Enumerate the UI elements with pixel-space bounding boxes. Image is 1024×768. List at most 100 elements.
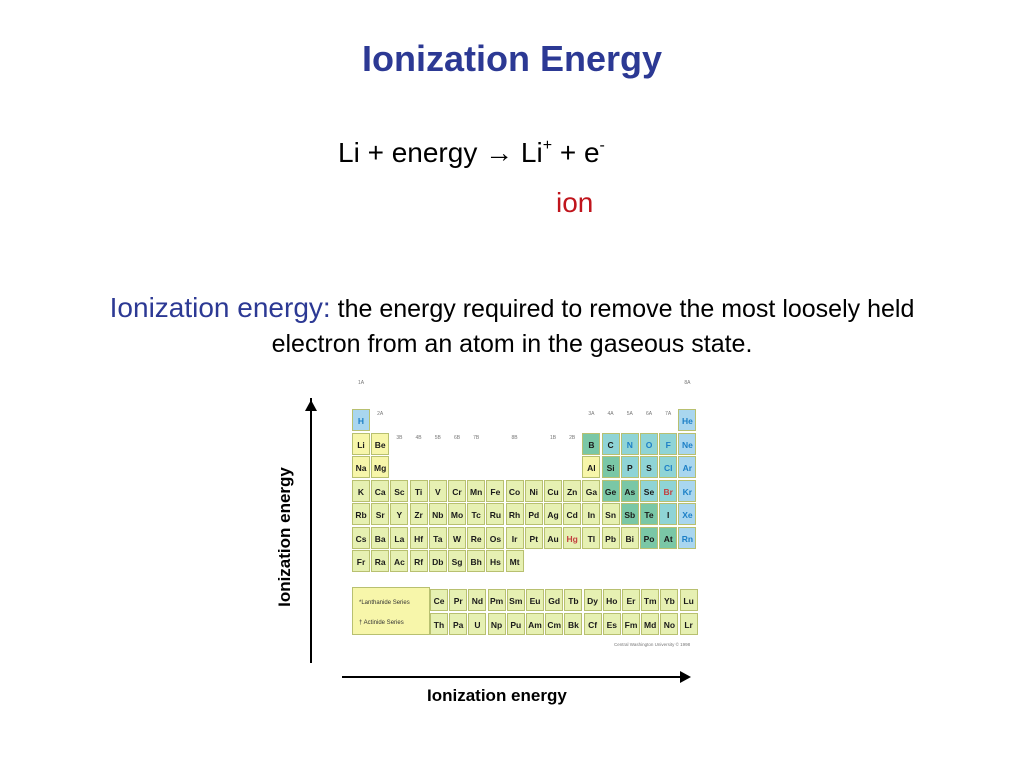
element-symbol: Cr	[452, 486, 462, 497]
element-symbol: K	[357, 486, 365, 497]
element-cell-cr: Cr	[448, 479, 466, 502]
element-cell-bi: Bi	[620, 526, 639, 549]
element-symbol: Er	[626, 596, 636, 606]
element-symbol: Si	[606, 463, 615, 473]
element-cell-rf: Rf	[409, 550, 428, 572]
element-cell-os: Os	[486, 526, 505, 549]
element-cell-v: V	[428, 479, 447, 502]
element-cell-gd: Gd	[545, 589, 564, 611]
element-cell-th: Th	[430, 612, 448, 635]
element-cell-he: He	[678, 409, 697, 431]
element-cell-dy: Dy	[583, 589, 602, 611]
element-cell-u: U	[468, 612, 487, 635]
element-symbol: Rb	[355, 510, 367, 520]
element-symbol: Th	[433, 619, 445, 630]
element-symbol: Re	[470, 533, 482, 544]
element-cell-ar: Ar	[678, 456, 697, 478]
periodic-table: *Lanthanide Series † Actinide Series Cen…	[345, 380, 700, 652]
element-cell-ne: Ne	[678, 432, 697, 455]
element-symbol: Zr	[414, 510, 423, 520]
element-cell-hg: Hg	[563, 526, 582, 549]
element-cell-ta: Ta	[428, 526, 447, 549]
element-symbol: Rn	[681, 533, 694, 544]
element-symbol: Mn	[470, 486, 483, 497]
element-symbol: Bi	[625, 533, 635, 544]
element-cell-cl: Cl	[659, 456, 678, 478]
element-symbol: Hg	[566, 533, 578, 544]
element-cell-ra: Ra	[371, 550, 390, 572]
element-symbol: Tl	[587, 533, 596, 544]
element-symbol: Yb	[663, 596, 675, 606]
element-symbol: Te	[644, 510, 654, 520]
element-cell-rb: Rb	[352, 503, 370, 525]
element-symbol: Tm	[643, 596, 657, 606]
table-credit: Central Washington University © 1998	[614, 642, 691, 647]
element-cell-rh: Rh	[505, 503, 524, 525]
element-cell-ti: Ti	[409, 479, 428, 502]
element-cell-cf: Cf	[583, 612, 602, 635]
element-symbol: Am	[528, 619, 542, 630]
element-cell-ir: Ir	[505, 526, 524, 549]
element-cell-mg: Mg	[371, 456, 390, 478]
group-label: 3A	[588, 411, 595, 417]
definition-term: Ionization energy:	[109, 292, 331, 323]
element-cell-sb: Sb	[620, 503, 639, 525]
element-cell-f: F	[659, 432, 678, 455]
lanthanide-series-label: *Lanthanide Series	[359, 600, 410, 606]
y-axis-arrow-icon	[305, 400, 317, 411]
element-symbol: Dy	[587, 596, 599, 606]
equation-plus: +	[367, 137, 384, 168]
element-symbol: Cl	[663, 463, 673, 473]
group-label: 6B	[453, 434, 461, 441]
element-symbol: Fr	[356, 557, 366, 567]
element-symbol: Cs	[355, 533, 367, 544]
element-cell-lu: Lu	[679, 589, 698, 611]
group-label: 4B	[415, 434, 422, 441]
element-symbol: Al	[587, 463, 596, 473]
element-symbol: P	[626, 463, 633, 473]
element-symbol: As	[624, 486, 636, 497]
element-cell-bh: Bh	[467, 550, 486, 572]
element-cell-mo: Mo	[448, 503, 466, 525]
element-symbol: O	[645, 439, 653, 450]
element-symbol: Co	[508, 486, 521, 497]
element-cell-sr: Sr	[371, 503, 390, 525]
element-cell-at: At	[659, 526, 678, 549]
element-cell-md: Md	[641, 612, 660, 635]
element-cell-li: Li	[352, 432, 370, 455]
element-cell-db: Db	[428, 550, 447, 572]
group-label: 2B	[569, 434, 576, 441]
slide-title: Ionization Energy	[361, 38, 663, 79]
definition: Ionization energy: the energy required t…	[90, 290, 934, 362]
element-cell-np: Np	[487, 612, 506, 635]
element-cell-ac: Ac	[390, 550, 409, 572]
element-symbol: Ba	[374, 533, 386, 544]
element-cell-bk: Bk	[564, 612, 583, 635]
group-label: 5A	[626, 411, 633, 417]
element-symbol: Li	[357, 439, 365, 450]
element-symbol: Ta	[433, 533, 443, 544]
element-cell-cd: Cd	[563, 503, 582, 525]
element-cell-in: In	[582, 503, 601, 525]
element-cell-ni: Ni	[524, 479, 543, 502]
element-cell-tb: Tb	[564, 589, 583, 611]
element-cell-co: Co	[505, 479, 524, 502]
group-label: 1A	[357, 379, 365, 386]
element-cell-pa: Pa	[449, 612, 468, 635]
element-cell-ba: Ba	[371, 526, 390, 549]
element-cell-k: K	[352, 479, 370, 502]
ionization-equation: Li + energy → Li+ + e-	[338, 137, 605, 169]
element-symbol: Au	[547, 533, 559, 544]
element-symbol: Bh	[470, 557, 482, 567]
element-symbol: Be	[374, 439, 386, 450]
element-cell-n: N	[620, 432, 639, 455]
element-symbol: Es	[606, 619, 617, 630]
element-cell-o: O	[640, 432, 658, 455]
ion-label: ion	[556, 187, 594, 218]
element-symbol: Hf	[414, 533, 424, 544]
element-symbol: Md	[644, 619, 657, 630]
element-symbol: Fm	[624, 619, 638, 630]
element-symbol: Ag	[547, 510, 559, 520]
element-symbol: Ga	[585, 486, 598, 497]
element-symbol: Mg	[374, 463, 387, 473]
